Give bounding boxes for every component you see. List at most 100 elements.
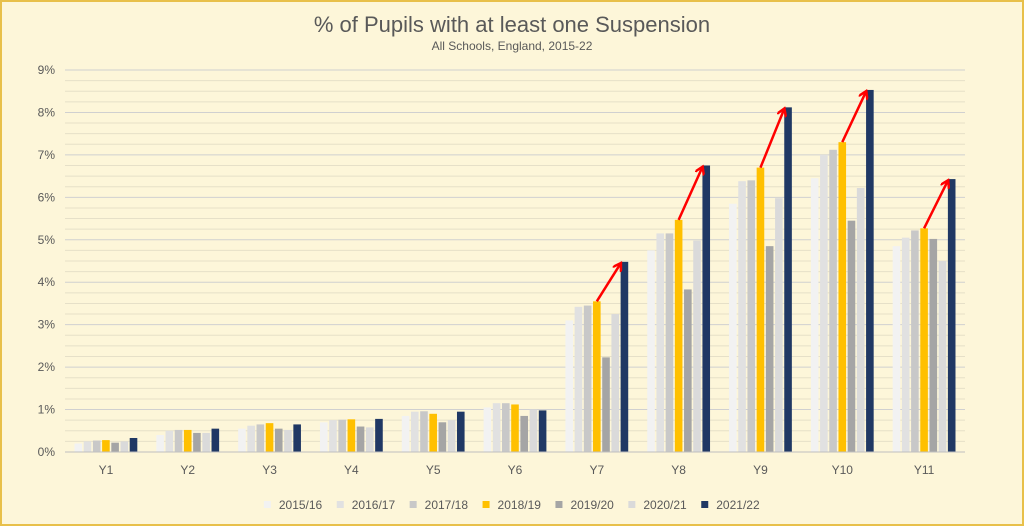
bar-y1-2020-21 (120, 441, 129, 452)
arrow-annotation-y8 (677, 168, 703, 221)
bar-y6-2020-21 (529, 409, 538, 452)
bar-y8-2021-22 (702, 165, 711, 452)
bar-y11-2017-18 (911, 230, 919, 452)
legend-item-label: 2017/18 (425, 498, 469, 512)
x-tick-label: Y5 (426, 463, 441, 477)
arrow-annotation-y9 (759, 109, 784, 169)
y-tick-label: 6% (38, 190, 56, 204)
legend-swatch (482, 501, 490, 508)
legend-item-label: 2018/19 (498, 498, 542, 512)
bars (74, 89, 956, 453)
bar-y5-2015-16 (401, 415, 410, 452)
legend-swatch (701, 501, 709, 508)
bar-y9-2019-20 (765, 246, 774, 452)
y-tick-label: 4% (38, 275, 56, 289)
bar-y1-2016-17 (83, 441, 92, 452)
legend-item-label: 2019/20 (570, 498, 614, 512)
bar-y8-2016-17 (656, 233, 665, 452)
bar-y9-2021-22 (784, 107, 792, 453)
legend-swatch (409, 501, 417, 508)
bar-y11-2019-20 (929, 238, 938, 452)
bar-y10-2015-16 (810, 178, 819, 452)
bar-y5-2017-18 (420, 411, 428, 452)
bar-y3-2020-21 (284, 429, 292, 452)
arrow-annotation-y10 (841, 92, 866, 143)
legend-item-label: 2016/17 (352, 498, 396, 512)
bar-y6-2018-19 (511, 404, 519, 452)
bar-y10-2021-22 (866, 89, 874, 453)
bar-y2-2019-20 (193, 432, 201, 452)
bar-y1-2018-19 (102, 440, 110, 452)
x-tick-label: Y2 (180, 463, 195, 477)
y-tick-label: 0% (38, 445, 56, 459)
bar-y2-2017-18 (174, 429, 183, 452)
legend-swatch (628, 501, 636, 508)
legend-item-label: 2021/22 (716, 498, 760, 512)
bar-y7-2018-19 (593, 301, 601, 452)
bar-y5-2021-22 (456, 411, 465, 452)
bar-y7-2017-18 (583, 305, 592, 452)
bar-y8-2017-18 (665, 233, 674, 452)
y-tick-label: 8% (38, 105, 56, 119)
x-tick-label: Y7 (589, 463, 604, 477)
bar-y3-2019-20 (274, 428, 283, 452)
x-tick-label: Y3 (262, 463, 277, 477)
bar-y7-2021-22 (620, 261, 629, 452)
arrow-annotation-y7 (595, 264, 621, 302)
bar-y4-2019-20 (356, 426, 365, 452)
chart-subtitle: All Schools, England, 2015-22 (432, 39, 593, 53)
legend-item-label: 2020/21 (643, 498, 687, 512)
bar-y4-2015-16 (319, 422, 328, 452)
y-tick-label: 3% (38, 318, 56, 332)
bar-y8-2015-16 (647, 250, 655, 452)
bar-y6-2016-17 (492, 403, 501, 452)
y-axis: 0% 1% 2% 3% 4% 5% 6% 7% 8% 9% (38, 63, 56, 459)
bar-y6-2015-16 (483, 407, 492, 452)
chart-title: % of Pupils with at least one Suspension (314, 12, 710, 37)
bar-y11-2021-22 (947, 179, 956, 453)
bar-y8-2018-19 (674, 219, 683, 452)
x-tick-label: Y11 (914, 463, 935, 477)
bar-y2-2021-22 (211, 428, 220, 452)
bar-y4-2016-17 (329, 420, 337, 452)
bar-y11-2015-16 (892, 246, 901, 452)
bar-y4-2021-22 (375, 418, 383, 452)
arrow-annotation-y11 (922, 181, 948, 229)
x-axis: Y1 Y2 Y3 Y4 Y5 Y6 Y7 Y8 Y9 Y10 Y11 (65, 451, 965, 477)
x-tick-label: Y8 (671, 463, 686, 477)
bar-y2-2016-17 (165, 430, 174, 452)
bar-y7-2019-20 (602, 357, 610, 452)
bar-y11-2020-21 (938, 261, 947, 452)
bar-y10-2020-21 (856, 187, 865, 453)
bar-y2-2018-19 (183, 429, 192, 452)
y-tick-label: 2% (38, 360, 56, 374)
y-tick-label: 9% (38, 63, 56, 77)
bar-y10-2017-18 (829, 149, 837, 452)
x-tick-label: Y4 (344, 463, 359, 477)
legend-swatch (263, 501, 271, 508)
bar-y8-2019-20 (684, 289, 692, 452)
bar-y3-2015-16 (238, 428, 246, 452)
bar-y9-2015-16 (729, 203, 737, 452)
legend: 2015/16 2016/17 2017/18 2018/19 2019/20 2020/… (263, 498, 760, 512)
bar-y7-2015-16 (565, 320, 574, 452)
bar-y10-2019-20 (847, 220, 856, 452)
bar-y1-2019-20 (111, 442, 119, 452)
bar-y7-2016-17 (574, 306, 583, 452)
bar-y6-2019-20 (520, 415, 528, 452)
bar-y3-2017-18 (256, 424, 265, 452)
y-tick-label: 1% (38, 403, 56, 417)
bar-y11-2018-19 (920, 228, 928, 452)
bar-y9-2016-17 (738, 181, 746, 452)
legend-item-label: 2015/16 (279, 498, 323, 512)
bar-y3-2018-19 (265, 423, 274, 452)
bar-y10-2016-17 (820, 154, 828, 452)
bar-y1-2021-22 (129, 437, 138, 452)
bar-y4-2020-21 (365, 427, 374, 452)
bar-y6-2017-18 (502, 403, 510, 452)
bar-y9-2020-21 (775, 198, 783, 452)
legend-swatch (555, 501, 563, 508)
y-tick-label: 7% (38, 148, 56, 162)
bar-y6-2021-22 (538, 410, 547, 452)
bar-y2-2015-16 (156, 435, 164, 452)
